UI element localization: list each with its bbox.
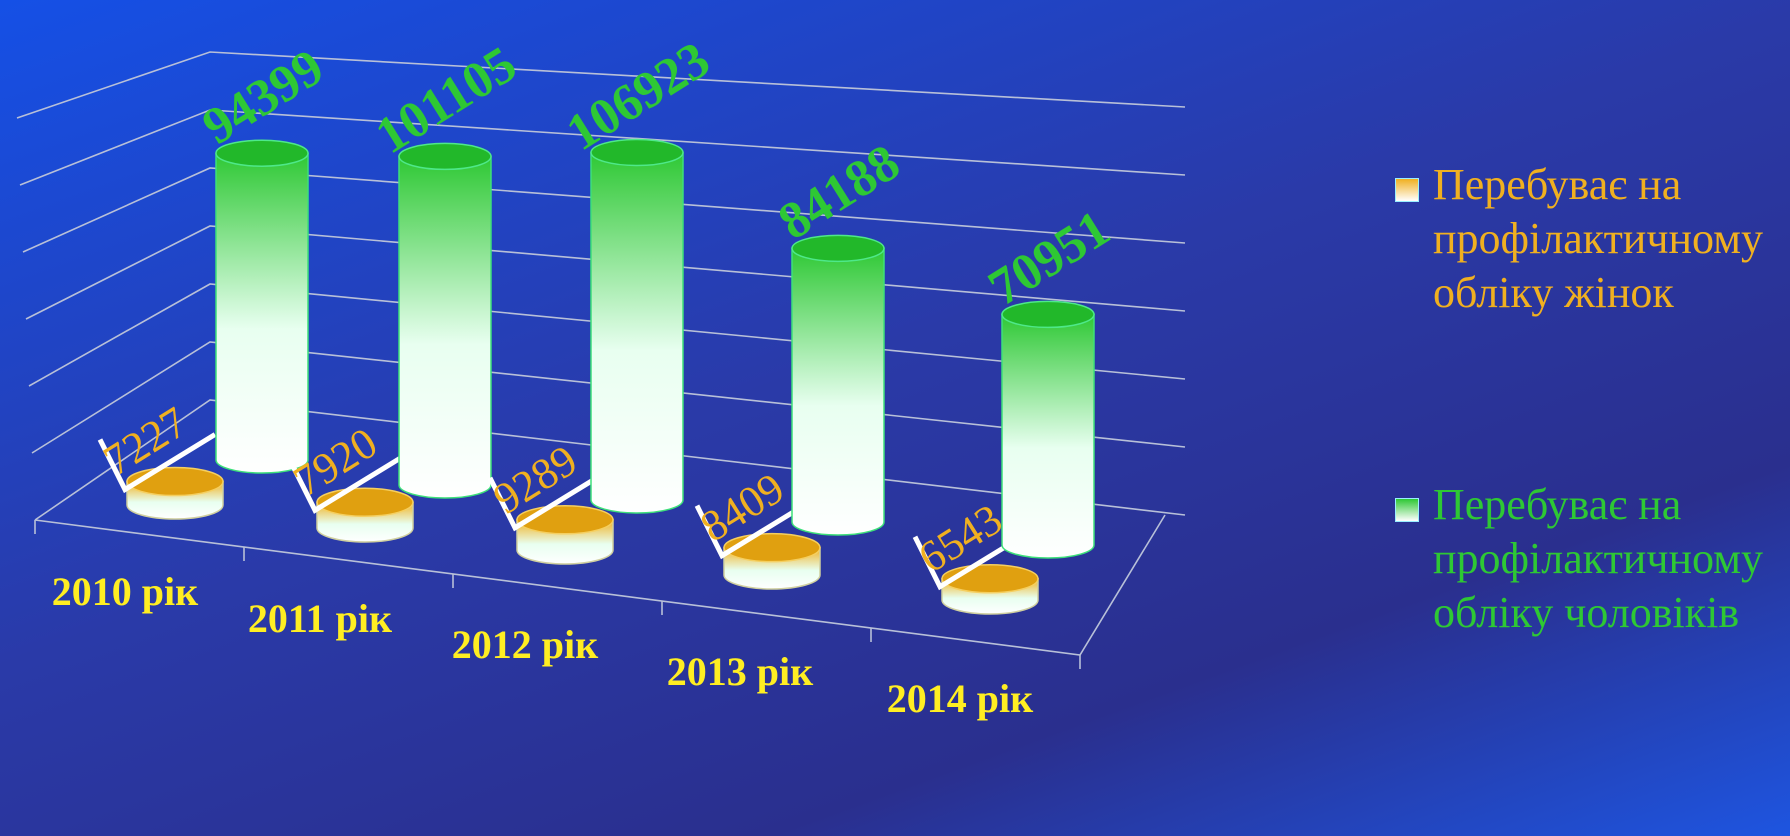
legend-swatch [1395, 178, 1419, 202]
x-tick-label: 2014 рік [887, 676, 1033, 721]
x-tick-label: 2010 рік [52, 569, 198, 614]
cylinder-top [791, 234, 885, 263]
grid-line [19, 109, 1186, 186]
cylinder-top [590, 138, 684, 167]
label-bracket [912, 529, 1032, 591]
legend-label: Перебуває на профілактичному обліку жіно… [1433, 160, 1764, 317]
cylinder-top [215, 139, 309, 167]
label-bracket [97, 432, 217, 494]
x-tick-label: 2012 рік [452, 622, 598, 667]
label-bracket [487, 470, 607, 532]
label-bracket [694, 498, 814, 560]
x-tick-label: 2011 рік [248, 596, 392, 641]
legend-swatch [1395, 498, 1419, 522]
grid-line [22, 167, 1186, 253]
value-label: 94399 [193, 39, 333, 156]
cylinder [590, 151, 684, 514]
cylinder [1001, 313, 1095, 559]
cylinder [215, 152, 309, 474]
cylinder [791, 247, 885, 536]
cylinder [398, 155, 492, 499]
grid-line [16, 51, 1186, 119]
label-bracket [287, 453, 407, 514]
legend-label: Перебуває на профілактичному обліку чоло… [1433, 480, 1764, 637]
x-tick-label: 2013 рік [667, 649, 813, 694]
cylinder-top [1001, 300, 1095, 329]
cylinder-top [398, 142, 492, 171]
